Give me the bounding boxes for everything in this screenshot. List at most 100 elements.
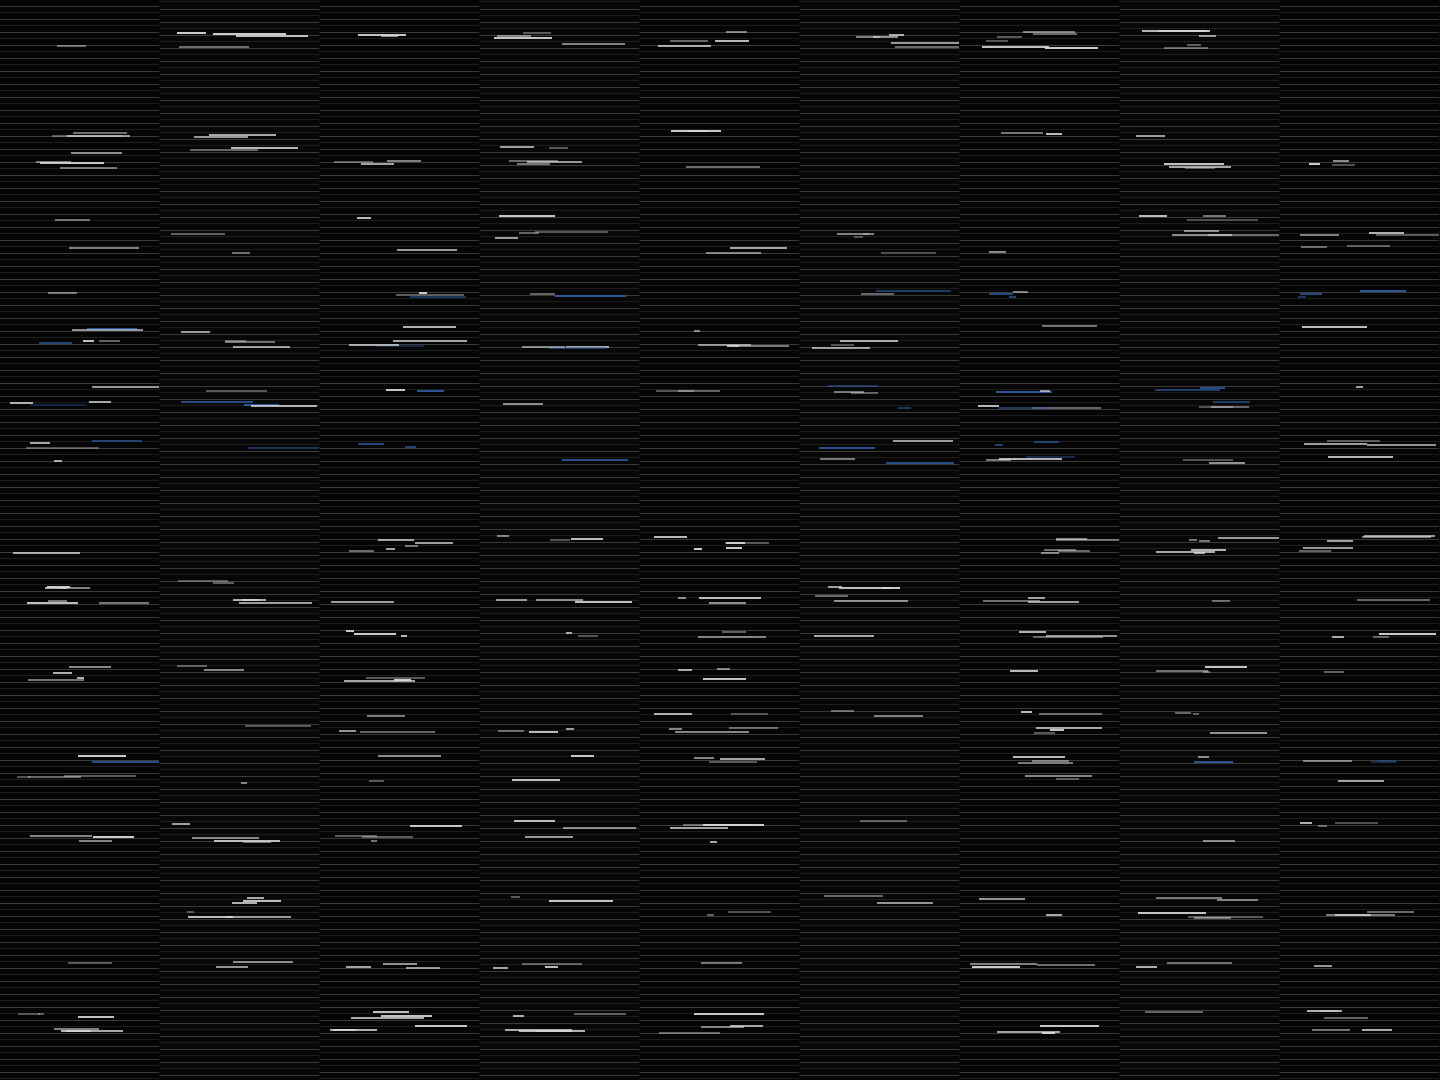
glitch-fragment xyxy=(77,677,84,679)
glitch-fragment xyxy=(678,390,720,392)
glitch-fragment xyxy=(1050,729,1064,731)
glitch-fragment xyxy=(851,392,878,394)
glitch-fragment xyxy=(986,40,1008,42)
glitch-fragment xyxy=(999,458,1062,460)
glitch-fragment xyxy=(1328,456,1393,458)
glitch-fragment xyxy=(387,160,421,162)
glitch-fragment xyxy=(73,132,127,134)
glitch-fragment xyxy=(1155,389,1220,391)
glitch-fragment xyxy=(898,407,911,409)
glitch-fragment xyxy=(522,963,582,965)
glitch-fragment xyxy=(54,460,62,462)
glitch-fragment xyxy=(60,167,117,169)
glitch-fragment xyxy=(1056,539,1119,541)
glitch-fragment xyxy=(834,600,908,602)
glitch-fragment xyxy=(1314,965,1332,967)
glitch-fragment xyxy=(405,545,418,547)
glitch-fragment xyxy=(709,761,757,763)
glitch-fragment xyxy=(895,46,959,48)
glitch-fragment xyxy=(517,163,550,165)
glitch-fragment xyxy=(1034,441,1059,443)
screen-column xyxy=(800,0,960,1080)
glitch-fragment xyxy=(1357,599,1430,601)
glitch-fragment xyxy=(1203,840,1235,842)
glitch-fragment xyxy=(854,236,863,238)
screen-column xyxy=(160,0,320,1080)
glitch-fragment xyxy=(53,672,72,674)
glitch-fragment xyxy=(1369,232,1404,234)
glitch-fragment xyxy=(378,539,414,541)
glitch-fragment xyxy=(334,161,373,163)
glitch-fragment xyxy=(13,552,80,554)
glitch-fragment xyxy=(393,340,467,342)
glitch-fragment xyxy=(48,600,67,602)
glitch-fragment xyxy=(1332,636,1344,638)
glitch-fragment xyxy=(1039,713,1102,715)
glitch-fragment xyxy=(1213,401,1250,403)
glitch-fragment xyxy=(840,340,898,342)
glitch-fragment xyxy=(1036,727,1102,729)
glitch-fragment xyxy=(876,290,951,292)
glitch-fragment xyxy=(535,1030,585,1032)
glitch-fragment xyxy=(683,824,752,826)
glitch-fragment xyxy=(703,678,746,680)
glitch-fragment xyxy=(701,1026,744,1028)
glitch-fragment xyxy=(358,443,384,445)
glitch-fragment xyxy=(64,775,136,777)
glitch-fragment xyxy=(1175,712,1191,714)
glitch-fragment xyxy=(339,730,356,732)
glitch-fragment xyxy=(187,911,194,913)
glitch-fragment xyxy=(522,346,565,348)
glitch-fragment xyxy=(996,391,1052,393)
glitch-fragment xyxy=(54,1028,99,1030)
glitch-fragment xyxy=(194,136,248,138)
glitch-fragment xyxy=(1034,732,1055,734)
glitch-fragment xyxy=(726,547,742,549)
screen-column xyxy=(480,0,640,1080)
glitch-fragment xyxy=(839,587,890,589)
glitch-fragment xyxy=(1367,911,1414,913)
glitch-fragment xyxy=(346,630,354,632)
glitch-fragment xyxy=(72,329,143,331)
glitch-fragment xyxy=(726,542,745,544)
glitch-fragment xyxy=(177,32,206,34)
glitch-fragment xyxy=(1191,549,1226,551)
glitch-fragment xyxy=(654,713,692,715)
glitch-fragment xyxy=(519,232,539,234)
glitch-fragment xyxy=(48,292,77,294)
glitch-fragment xyxy=(1013,291,1028,293)
glitch-fragment xyxy=(69,247,139,249)
glitch-fragment xyxy=(383,963,417,965)
glitch-fragment xyxy=(874,715,923,717)
glitch-fragment xyxy=(30,442,50,444)
glitch-fragment xyxy=(978,405,999,407)
screen-column xyxy=(960,0,1120,1080)
glitch-fragment xyxy=(1327,540,1353,542)
glitch-fragment xyxy=(1018,762,1073,764)
glitch-fragment xyxy=(1033,636,1103,638)
glitch-fragment xyxy=(89,401,111,403)
glitch-fragment xyxy=(232,902,257,904)
glitch-fragment xyxy=(216,966,248,968)
glitch-fragment xyxy=(1187,44,1201,46)
glitch-fragment xyxy=(1172,234,1232,236)
glitch-fragment xyxy=(40,162,104,164)
glitch-fragment xyxy=(92,440,142,442)
glitch-fragment xyxy=(1009,296,1016,298)
glitch-fragment xyxy=(725,542,769,544)
glitch-fragment xyxy=(410,296,466,298)
glitch-fragment xyxy=(1300,293,1322,295)
glitch-fragment xyxy=(39,342,72,344)
glitch-fragment xyxy=(1205,666,1247,668)
glitch-fragment xyxy=(1318,825,1327,827)
glitch-fragment xyxy=(415,542,453,544)
glitch-fragment xyxy=(1056,778,1079,780)
glitch-fragment xyxy=(233,346,290,348)
glitch-fragment xyxy=(1019,631,1046,633)
glitch-fragment xyxy=(1356,386,1363,388)
glitch-fragment xyxy=(346,966,371,968)
glitch-fragment xyxy=(1303,760,1352,762)
glitch-fragment xyxy=(242,599,259,601)
glitch-fragment xyxy=(251,405,317,407)
glitch-fragment xyxy=(1303,547,1353,549)
